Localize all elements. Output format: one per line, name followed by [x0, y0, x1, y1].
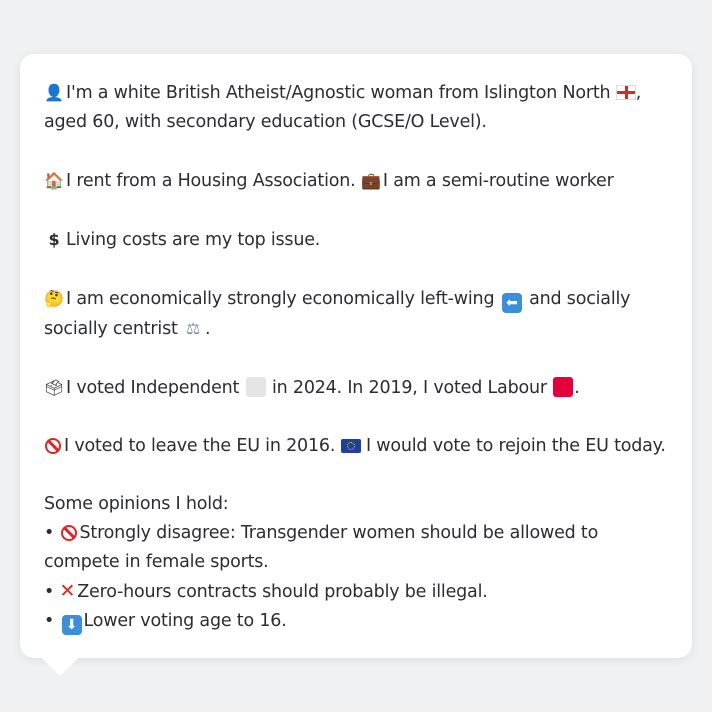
vote-paragraph: 🗳 I voted Independent in 2024. In 2019, I… [44, 373, 672, 403]
prohibited-icon [60, 525, 77, 541]
persona-text: 👤 I'm a white British Atheist/Agnostic wo… [44, 78, 672, 636]
list-item: • ⬇ Lower voting age to 16. [44, 611, 287, 635]
down-arrow-icon: ⬇ [61, 615, 82, 635]
ideology-paragraph: 🤔 I am economically strongly economically… [44, 284, 672, 344]
persona-card: 👤 I'm a white British Atheist/Agnostic wo… [20, 54, 692, 658]
labour-color-swatch [553, 377, 574, 397]
dollar-sign-icon: $ [48, 230, 60, 249]
ballot-box-icon: 🗳 [44, 378, 65, 397]
person-silhouette-icon: 👤 [44, 83, 64, 102]
opinions-list: • Strongly disagree: Transgender women s… [44, 519, 672, 636]
housing-paragraph: 🏠 I rent from a Housing Association. 💼 I a… [44, 166, 672, 196]
issue-paragraph: $ Living costs are my top issue. [44, 225, 672, 255]
opinions-heading: Some opinions I hold: [44, 494, 229, 514]
list-item: • ✕ Zero-hours contracts should probably … [44, 580, 488, 602]
speech-bubble-tail [40, 656, 80, 676]
prohibited-icon [45, 438, 61, 454]
identity-paragraph: 👤 I'm a white British Atheist/Agnostic wo… [44, 78, 672, 137]
list-item: • Strongly disagree: Transgender women s… [44, 523, 599, 572]
balance-scale-icon: ⚖ [185, 319, 201, 338]
eu-paragraph: I voted to leave the EU in 2016. I would… [44, 432, 672, 461]
england-flag-icon [615, 85, 636, 100]
eu-flag-icon [340, 439, 361, 453]
red-cross-icon: ✕ [59, 580, 76, 602]
thinking-face-icon: 🤔 [44, 289, 64, 308]
independent-color-swatch [245, 377, 266, 397]
house-icon: 🏠 [44, 171, 64, 190]
left-arrow-icon: ⬅ [501, 293, 522, 313]
briefcase-icon: 💼 [361, 171, 381, 190]
